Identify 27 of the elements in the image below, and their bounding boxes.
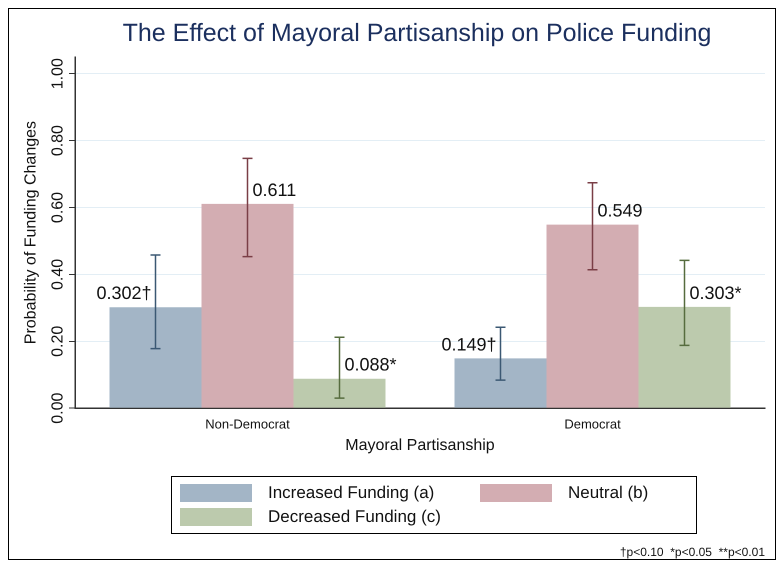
y-axis-title: Probability of Funding Changes [22, 120, 40, 344]
data-label: 0.303* [690, 282, 742, 303]
data-label: 0.088* [344, 354, 397, 375]
bar [294, 378, 386, 408]
data-label: 0.611 [252, 180, 296, 200]
y-tick-label: 0.00 [49, 392, 66, 424]
chart-title: The Effect of Mayoral Partisanship on Police Funding [122, 18, 712, 47]
y-tick-label: 0.40 [49, 258, 66, 290]
bar [638, 306, 730, 408]
y-tick-label: 1.00 [49, 58, 66, 90]
x-tick-label: Democrat [564, 416, 622, 432]
data-label: 0.549 [598, 200, 643, 221]
text: †p<0.10 *p<0.05 **p<0.01 [620, 545, 765, 559]
y-tick-label: 0.60 [49, 192, 66, 224]
legend-label: Increased Funding (a) [268, 483, 434, 503]
x-axis-title: Mayoral Partisanship [345, 436, 495, 454]
y-tick-label: 0.20 [49, 326, 66, 357]
bar [202, 204, 294, 408]
y-tick-label: 0.80 [49, 124, 66, 156]
data-label: 0.302† [96, 283, 152, 304]
bar [454, 358, 546, 408]
x-tick-label: Non-Democrat [205, 416, 290, 432]
bar [110, 307, 202, 408]
data-label: 0.149† [441, 334, 496, 354]
legend-label: Decreased Funding (c) [268, 507, 441, 527]
bar [546, 224, 638, 408]
legend-label: Neutral (b) [568, 483, 648, 503]
